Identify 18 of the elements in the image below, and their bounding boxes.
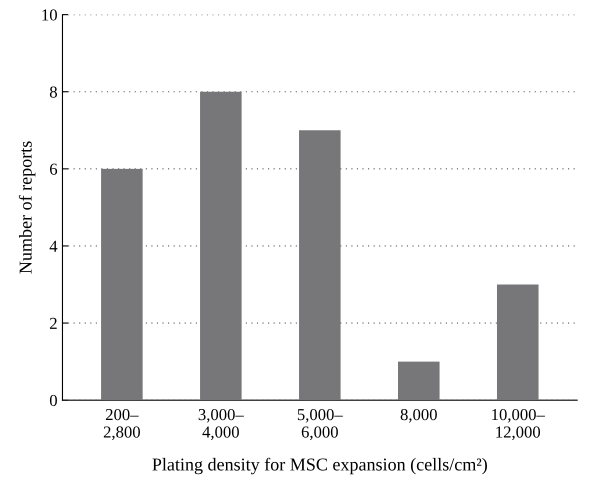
x-tick-label: 3,000– 4,000 <box>198 408 244 440</box>
x-tick-label: 200– 2,800 <box>104 408 140 440</box>
y-tick-label: 10 <box>42 9 57 21</box>
y-tick-label: 4 <box>50 240 58 252</box>
bar <box>496 284 539 400</box>
x-axis-title: Plating density for MSC expansion (cells/cm²) <box>152 458 487 474</box>
bar <box>200 92 242 400</box>
y-tick-label: 8 <box>50 86 57 98</box>
x-tick-label: 10,000– 12,000 <box>492 408 545 440</box>
x-tick-label: 5,000– 6,000 <box>298 408 343 440</box>
y-tick-label: 0 <box>50 394 57 406</box>
y-tick-label: 2 <box>50 318 57 329</box>
bar <box>101 168 143 400</box>
y-axis-title: Number of reports <box>18 141 36 274</box>
y-tick-label: 6 <box>50 164 58 175</box>
bar <box>299 130 341 400</box>
x-tick-label: 8,000 <box>400 408 437 423</box>
bar <box>398 362 440 400</box>
